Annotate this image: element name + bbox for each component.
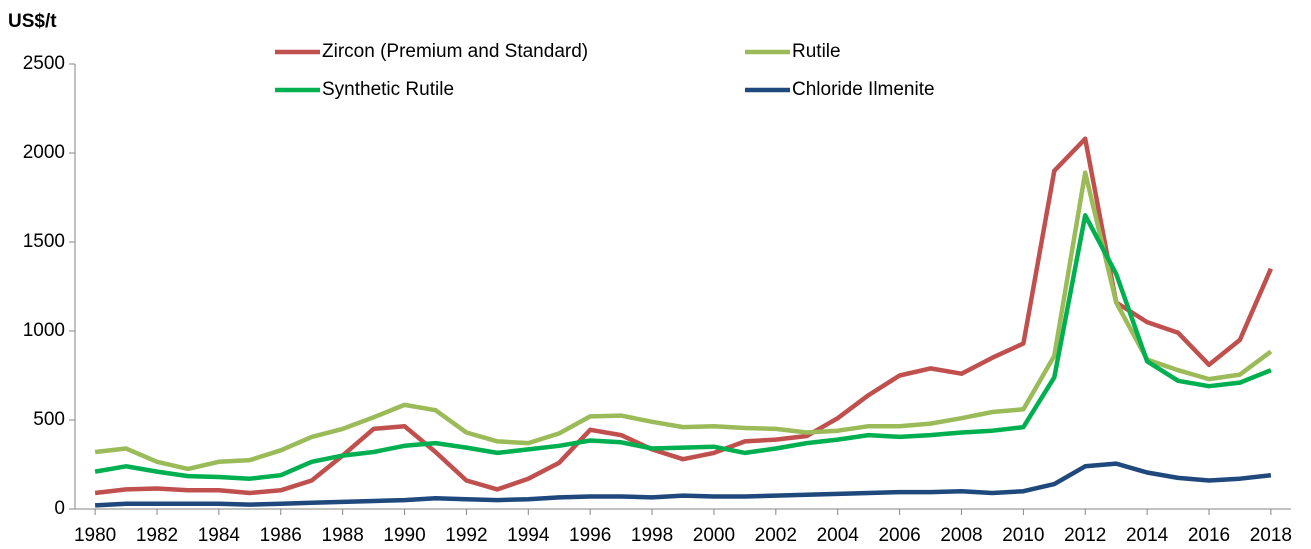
- x-tick-label: 2012: [1064, 525, 1106, 546]
- series-line: [94, 461, 1272, 508]
- x-tick-label: 1992: [445, 525, 487, 546]
- y-axis-label: US$/t: [8, 11, 57, 32]
- legend-label: Zircon (Premium and Standard): [322, 41, 588, 62]
- x-tick-label: 1986: [260, 525, 302, 546]
- y-tick-label: 500: [33, 409, 65, 430]
- x-tick-label: 1996: [569, 525, 611, 546]
- legend-label: Chloride Ilmenite: [792, 79, 935, 100]
- x-tick-label: 1980: [74, 525, 116, 546]
- x-tick-label: 2004: [817, 525, 860, 546]
- x-tick-label: 2008: [940, 525, 982, 546]
- x-tick-label: 2002: [755, 525, 797, 546]
- series-line: [94, 213, 1272, 481]
- x-tick-label: 2006: [878, 525, 920, 546]
- x-tick-label: 1994: [507, 525, 550, 546]
- series-line: [94, 136, 1273, 496]
- y-tick-label: 1500: [23, 231, 65, 252]
- x-tick-label: 2010: [1002, 525, 1044, 546]
- x-tick-label: 1990: [383, 525, 425, 546]
- y-tick-label: 0: [54, 498, 65, 519]
- y-tick-label: 1000: [23, 320, 65, 341]
- x-tick-label: 1998: [631, 525, 673, 546]
- x-tick-label: 1982: [136, 525, 178, 546]
- x-tick-label: 2014: [1126, 525, 1169, 546]
- legend-label: Synthetic Rutile: [322, 79, 454, 100]
- x-tick-label: 1988: [322, 525, 364, 546]
- x-tick-label: 1984: [198, 525, 241, 546]
- y-tick-label: 2500: [23, 53, 65, 74]
- series-line: [94, 170, 1273, 472]
- x-tick-label: 2018: [1250, 525, 1292, 546]
- y-tick-label: 2000: [23, 142, 65, 163]
- x-tick-label: 2000: [693, 525, 735, 546]
- x-tick-label: 2016: [1188, 525, 1230, 546]
- legend-label: Rutile: [792, 41, 841, 62]
